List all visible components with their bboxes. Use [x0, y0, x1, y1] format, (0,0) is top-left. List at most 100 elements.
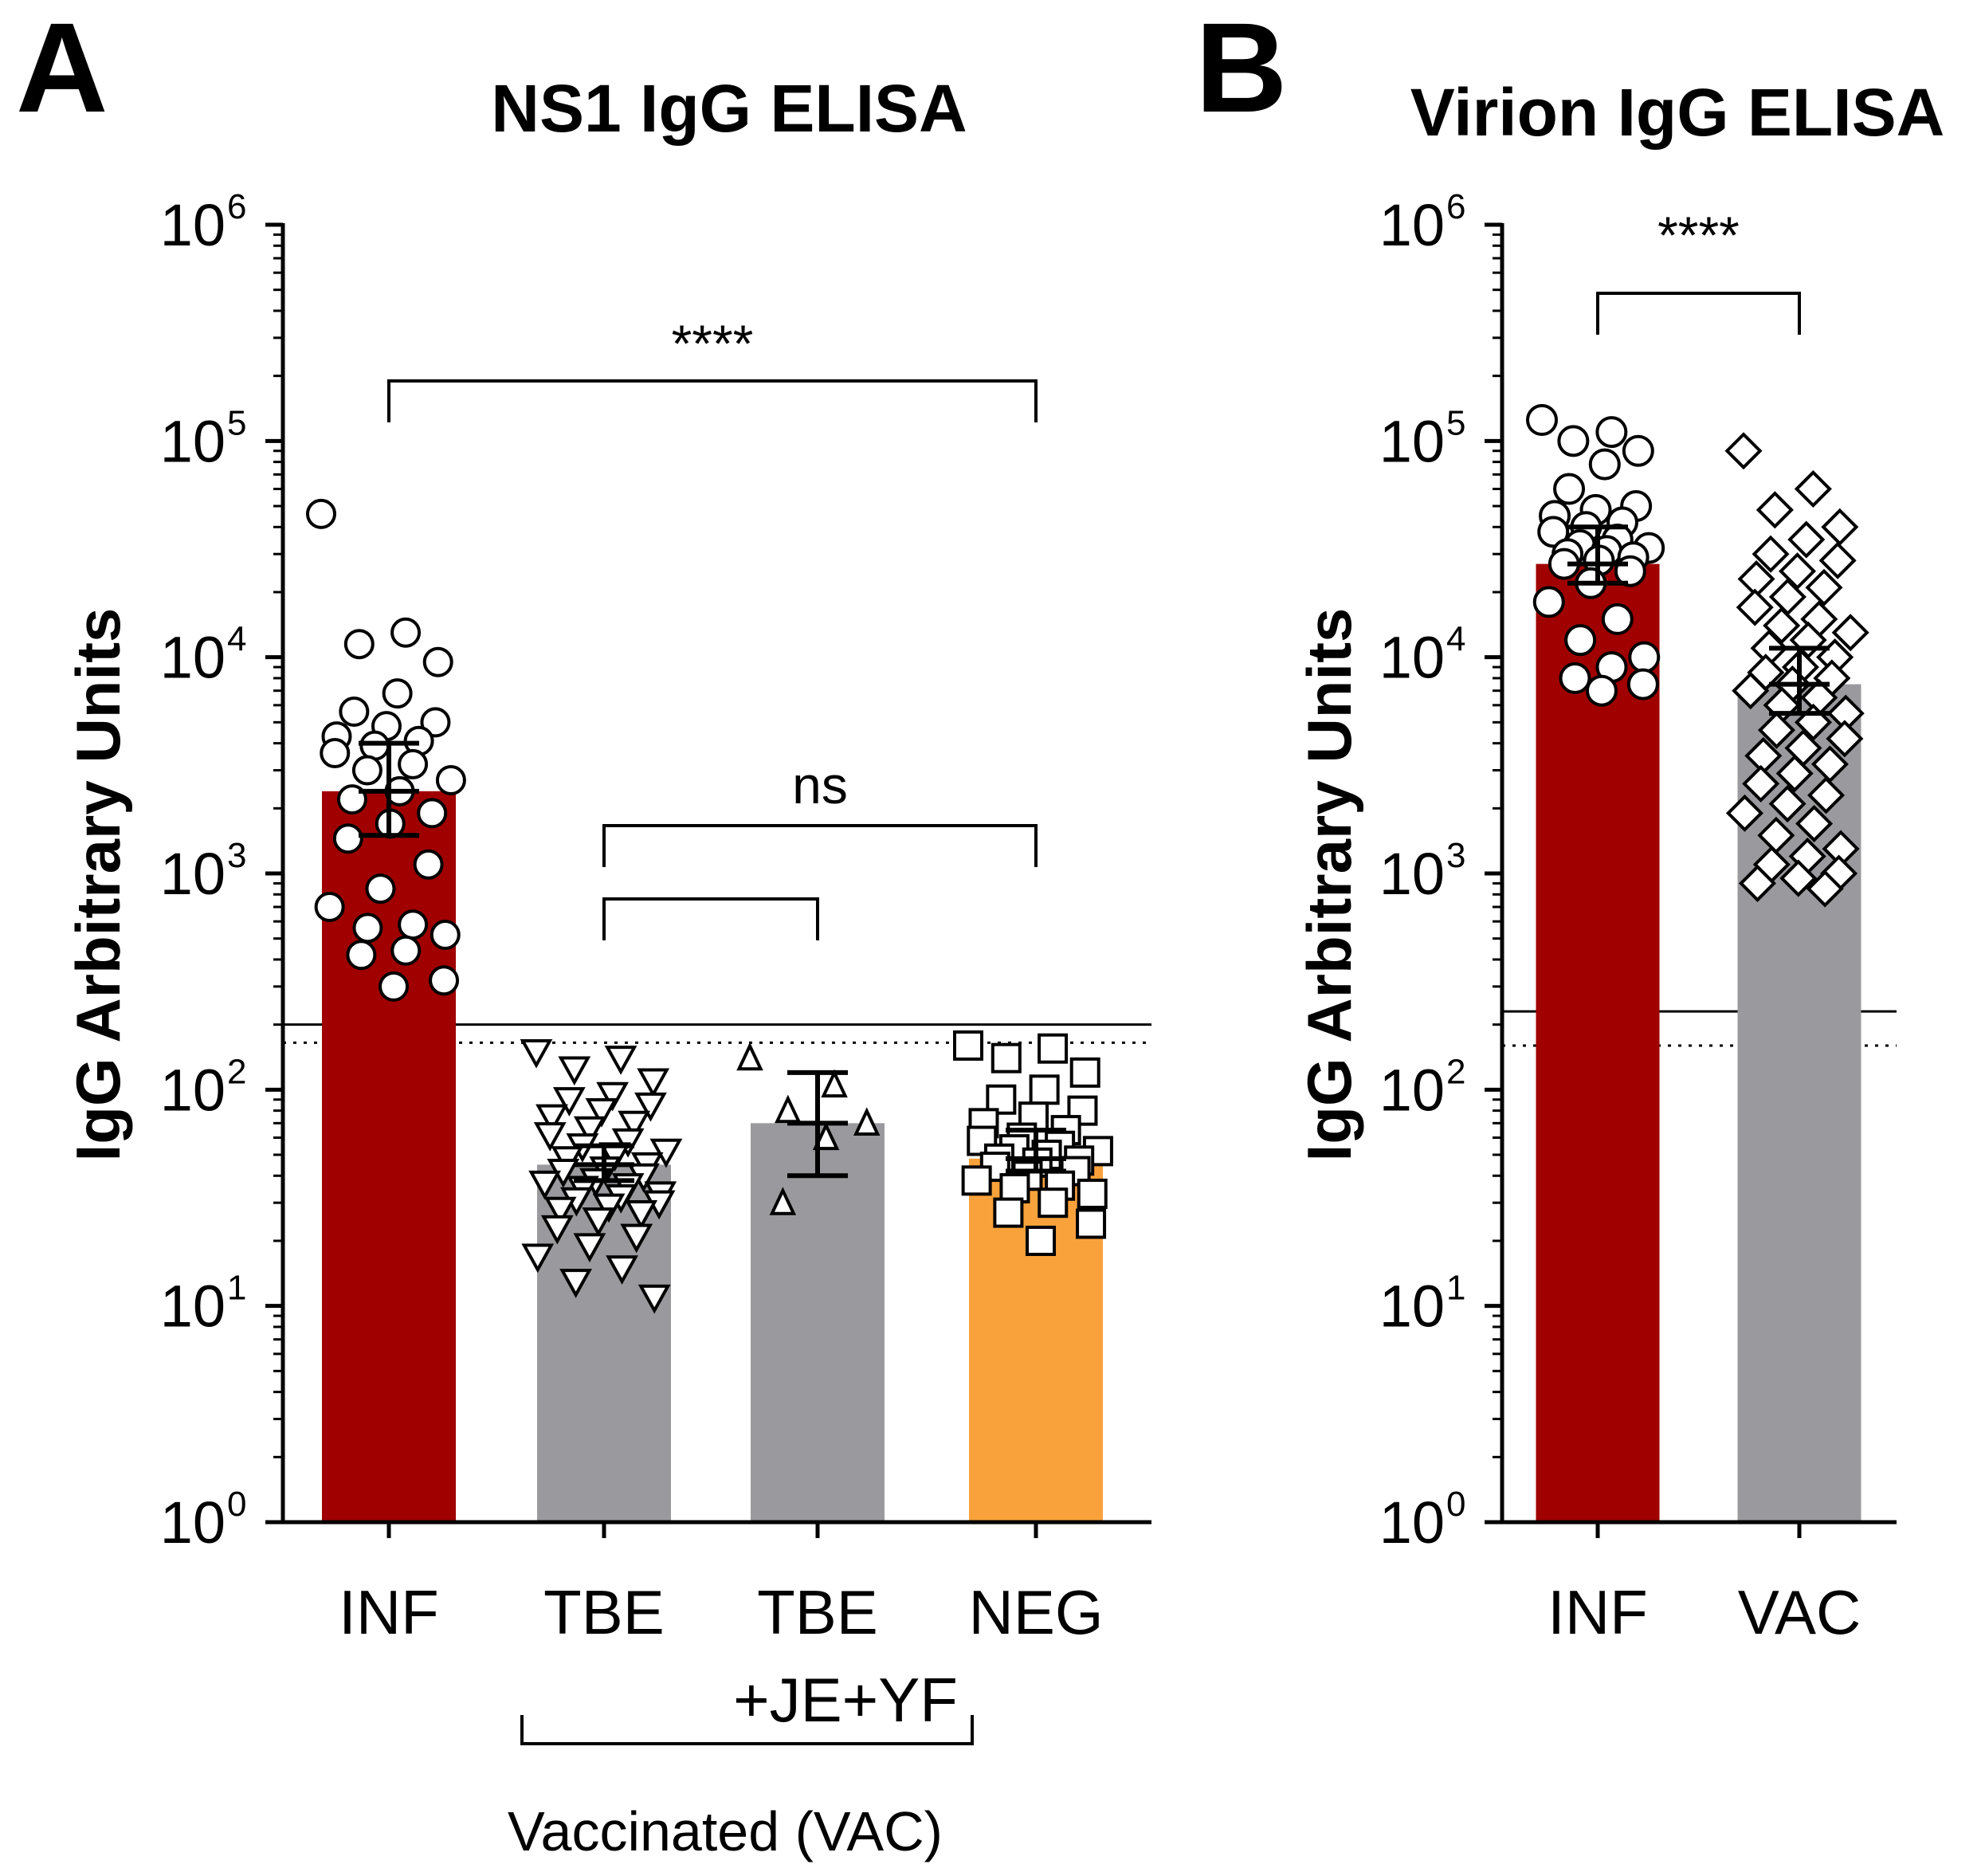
y-tick-exponent: 6: [1446, 187, 1465, 226]
data-point-circle: [398, 748, 429, 779]
y-tick-exponent: 3: [227, 836, 246, 875]
data-point-circle: [390, 617, 422, 648]
data-point-diamond: [1787, 520, 1826, 559]
error-bar: [574, 1143, 634, 1183]
data-point-circle: [420, 707, 451, 738]
vaccinated-group-label: Vaccinated (VAC): [508, 1800, 943, 1862]
data-point-circle: [306, 498, 336, 529]
data-point-diamond: [1795, 804, 1834, 842]
chart-b-title: Virion IgG ELISA: [1410, 75, 1945, 150]
data-point-triangle-down: [573, 1116, 606, 1146]
data-point-diamond: [1818, 541, 1857, 579]
data-point-circle: [320, 738, 351, 769]
significance-bracket: ****: [387, 314, 1038, 422]
data-point-triangle-down: [606, 1255, 638, 1285]
data-point-diamond: [1756, 491, 1794, 529]
data-point-circle: [343, 629, 375, 660]
data-point-triangle-up: [853, 1107, 881, 1136]
category-label: +JE+YF: [733, 1665, 958, 1735]
data-point-triangle-down: [520, 1038, 553, 1069]
y-tick-exponent: 3: [1446, 836, 1465, 875]
data-point-triangle-down: [604, 1046, 637, 1075]
data-point-circle: [1628, 641, 1661, 673]
y-tick-label: 10: [160, 192, 226, 258]
data-point-triangle-down: [543, 1196, 577, 1226]
data-point-diamond: [1831, 614, 1869, 652]
data-point-triangle-down: [634, 1092, 667, 1122]
y-tick-label: 10: [1379, 408, 1445, 474]
chart-a-ylabel: IgG Arbitrary Units: [63, 608, 133, 1162]
vaccinated-group-bracket: [520, 1715, 974, 1745]
data-point-circle: [422, 646, 453, 677]
error-bar: [1769, 646, 1830, 716]
data-point-square: [1077, 1178, 1108, 1209]
data-point-triangle-up: [821, 1069, 848, 1098]
data-point-triangle-down: [625, 1200, 658, 1230]
data-point-circle: [365, 873, 396, 905]
y-tick-exponent: 2: [1446, 1052, 1465, 1091]
data-point-triangle-down: [637, 1068, 670, 1098]
significance-bracket: ns: [602, 756, 1038, 867]
data-point-square: [1076, 1208, 1107, 1239]
data-point-triangle-down: [558, 1056, 591, 1086]
y-tick-label: 10: [160, 625, 226, 691]
bar-inf-0: [1536, 563, 1660, 1522]
data-point-circle: [1557, 425, 1590, 457]
data-point-circle: [430, 920, 461, 951]
data-point-circle: [413, 849, 444, 880]
data-point-square: [1026, 1225, 1057, 1256]
data-point-circle: [379, 971, 410, 1002]
data-point-circle: [332, 823, 363, 854]
data-point-square: [1069, 1057, 1100, 1088]
y-tick-label: 10: [1379, 192, 1445, 258]
data-point-circle: [351, 755, 382, 786]
error-bar: [1006, 1128, 1066, 1174]
panel-letter-b: B: [1195, 0, 1288, 139]
significance-bracket-line: [1596, 292, 1801, 335]
y-tick-exponent: 0: [1446, 1485, 1465, 1524]
data-point-triangle-down: [533, 1122, 567, 1152]
data-point-square: [991, 1042, 1022, 1073]
y-tick-exponent: 5: [227, 403, 246, 442]
significance-bracket-line: [602, 897, 819, 940]
data-point-circle: [1532, 586, 1565, 618]
y-tick-label: 10: [160, 1274, 226, 1340]
data-point-triangle-down: [596, 1081, 630, 1112]
category-label: NEG: [968, 1577, 1103, 1647]
error-bar: [787, 1069, 848, 1179]
data-point-diamond: [1742, 764, 1780, 803]
error-bar: [359, 740, 419, 838]
data-point-diamond: [1826, 720, 1864, 758]
y-tick-label: 10: [160, 841, 226, 907]
y-tick-exponent: 6: [227, 187, 246, 226]
category-label: TBE: [757, 1577, 878, 1647]
data-point-diamond: [1752, 535, 1790, 573]
y-tick-label: 10: [1379, 1274, 1445, 1340]
data-point-diamond: [1821, 508, 1859, 546]
data-point-diamond: [1805, 568, 1843, 606]
data-point-triangle-down: [521, 1243, 555, 1274]
significance-label: ****: [1657, 206, 1740, 265]
data-point-triangle-up: [736, 1042, 763, 1071]
bar-inf-0: [322, 791, 456, 1522]
data-point-circle: [346, 940, 377, 971]
data-point-circle: [382, 678, 413, 709]
data-point-triangle-up: [769, 1187, 797, 1215]
data-point-triangle-up: [775, 1094, 802, 1124]
data-point-square: [1038, 1187, 1069, 1219]
data-point-diamond: [1794, 703, 1833, 741]
data-point-circle: [1585, 674, 1618, 707]
y-tick-exponent: 4: [1446, 620, 1465, 659]
data-point-triangle-down: [637, 1284, 671, 1314]
significance-bracket-line: [602, 824, 1038, 867]
data-point-circle: [352, 912, 383, 944]
data-point-circle: [1588, 448, 1621, 481]
data-point-circle: [1559, 661, 1591, 694]
data-point-triangle-down: [582, 1207, 615, 1237]
data-point-diamond: [1775, 755, 1814, 793]
data-point-diamond: [1724, 432, 1763, 470]
